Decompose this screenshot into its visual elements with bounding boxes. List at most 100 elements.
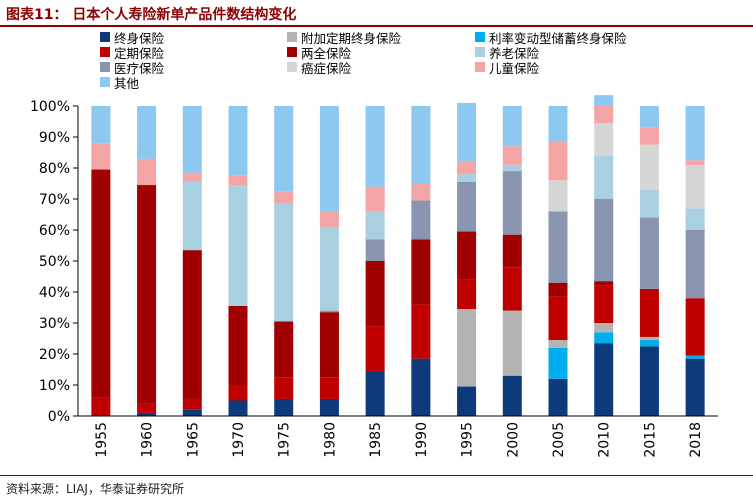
legend-swatch xyxy=(287,62,297,72)
bar-segment xyxy=(594,199,614,282)
bar-segment xyxy=(274,398,294,416)
source-divider xyxy=(0,475,753,476)
y-tick-label: 70% xyxy=(39,192,70,208)
bar-segment xyxy=(319,377,339,399)
bar-segment xyxy=(274,106,294,192)
bar-segment xyxy=(274,203,294,322)
x-tick-label: 2005 xyxy=(551,422,567,458)
bar-segment xyxy=(548,106,568,142)
bar-segment xyxy=(228,106,248,176)
x-tick-label: 1980 xyxy=(322,422,338,458)
bar-segment xyxy=(411,200,431,240)
bar-segment xyxy=(365,371,385,416)
bar-segment xyxy=(502,171,522,235)
legend-swatch xyxy=(475,47,485,57)
bar-segment xyxy=(639,127,659,145)
bar-segment xyxy=(228,175,248,186)
bar-segment xyxy=(182,409,202,416)
legend-swatch xyxy=(475,32,485,42)
bar-segment xyxy=(457,309,477,387)
bar-segment xyxy=(137,158,157,186)
bar-segment xyxy=(182,106,202,173)
bar-segment xyxy=(548,296,568,341)
y-tick-label: 50% xyxy=(39,254,70,270)
y-tick-label: 100% xyxy=(30,99,70,115)
bar-segment xyxy=(411,239,431,305)
bar-segment xyxy=(457,102,477,162)
bar-segment xyxy=(685,164,705,209)
y-tick-label: 80% xyxy=(39,161,70,177)
legend-label: 两全保险 xyxy=(301,46,352,61)
legend-label: 儿童保险 xyxy=(489,61,540,76)
y-tick-label: 20% xyxy=(39,347,70,363)
legend-swatch xyxy=(100,77,110,87)
legend-label: 其他 xyxy=(114,76,140,91)
x-tick-label: 1965 xyxy=(185,422,201,458)
bar-segment xyxy=(319,226,339,311)
y-tick-label: 30% xyxy=(39,316,70,332)
legend-label: 癌症保险 xyxy=(301,61,352,76)
bar-segment xyxy=(457,161,477,175)
bar-segment xyxy=(274,191,294,204)
title-divider xyxy=(0,25,753,27)
x-tick-label: 2000 xyxy=(505,422,521,458)
bar-segment xyxy=(365,106,385,187)
legend-label: 医疗保险 xyxy=(114,61,165,76)
y-tick-label: 0% xyxy=(48,409,70,425)
legend-swatch xyxy=(475,62,485,72)
bar-segment xyxy=(319,398,339,416)
bar-segment xyxy=(182,250,202,399)
bar-segment xyxy=(548,282,568,297)
bar-segment xyxy=(594,123,614,156)
bar-segment xyxy=(594,323,614,333)
bar-segment xyxy=(594,155,614,199)
legend-swatch xyxy=(100,47,110,57)
bar-segment xyxy=(274,321,294,378)
y-tick-label: 10% xyxy=(39,378,70,394)
legend-label: 终身保险 xyxy=(114,31,165,46)
bar-segment xyxy=(274,377,294,399)
x-tick-label: 1995 xyxy=(460,422,476,458)
bar-segment xyxy=(91,169,111,398)
bar-segment xyxy=(502,146,522,165)
bar-segment xyxy=(548,340,568,348)
bar-segment xyxy=(182,181,202,251)
legend-swatch xyxy=(287,47,297,57)
chart-title: 图表11： 日本个人寿险新单产品件数结构变化 xyxy=(6,7,297,23)
y-tick-label: 60% xyxy=(39,223,70,239)
bar-segment xyxy=(548,347,568,379)
bar-segment xyxy=(639,217,659,289)
legend-label: 利率变动型储蓄终身保险 xyxy=(489,31,627,46)
bar-segment xyxy=(502,267,522,311)
legend-label: 养老保险 xyxy=(489,46,540,61)
bar-segment xyxy=(228,305,248,385)
bar-segment xyxy=(594,343,614,416)
bar-segment xyxy=(502,310,522,376)
bar-segment xyxy=(228,385,248,401)
x-tick-label: 2018 xyxy=(688,422,704,458)
bar-segment xyxy=(365,326,385,372)
bar-segment xyxy=(639,288,659,337)
bar-segment xyxy=(502,106,522,147)
bar-segment xyxy=(685,160,705,165)
x-tick-label: 1955 xyxy=(94,422,110,458)
bar-segment xyxy=(319,211,339,227)
bar-segment xyxy=(685,355,705,359)
bar-segment xyxy=(685,358,705,416)
bar-segment xyxy=(228,185,248,306)
bar-segment xyxy=(365,239,385,261)
bar-segment xyxy=(548,180,568,212)
bar-segment xyxy=(594,332,614,344)
legend-swatch xyxy=(100,32,110,42)
bar-segment xyxy=(548,211,568,283)
bar-segment xyxy=(365,261,385,327)
legend-swatch xyxy=(287,32,297,42)
bar-segment xyxy=(91,397,111,416)
bar-segment xyxy=(457,231,477,280)
bar-segment xyxy=(228,400,248,416)
bar-segment xyxy=(91,143,111,170)
x-tick-label: 2015 xyxy=(642,422,658,458)
x-tick-label: 1985 xyxy=(368,422,384,458)
bar-segment xyxy=(594,106,614,124)
